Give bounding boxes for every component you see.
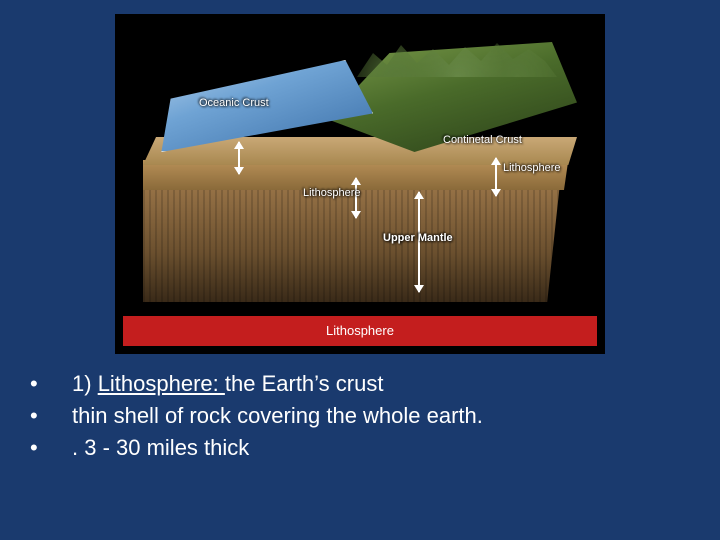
bullet-rest: the Earth’s crust <box>225 371 384 396</box>
label-upper-mantle: Upper Mantle <box>383 232 453 244</box>
lithosphere-diagram: Oceanic Crust Continetal Crust Lithosphe… <box>123 22 597 312</box>
label-oceanic-crust: Oceanic Crust <box>199 97 269 109</box>
list-item: • thin shell of rock covering the whole … <box>30 400 690 432</box>
arrow-lithosphere-right <box>495 158 497 196</box>
upper-mantle-layer <box>143 182 573 302</box>
label-lithosphere-right: Lithosphere <box>503 162 561 174</box>
arrow-oceanic-crust <box>238 142 240 174</box>
bullet-icon: • <box>30 400 72 432</box>
label-lithosphere-left: Lithosphere <box>303 187 361 199</box>
bullet-list: • 1) Lithosphere: the Earth’s crust • th… <box>30 368 690 464</box>
bullet-icon: • <box>30 432 72 464</box>
bullet-rest: thin shell of rock covering the whole ea… <box>72 403 483 428</box>
label-continental-crust: Continetal Crust <box>443 134 522 146</box>
bullet-text: thin shell of rock covering the whole ea… <box>72 400 483 432</box>
bullet-prefix: 1) <box>72 371 98 396</box>
bullet-underlined: Lithosphere: <box>98 371 225 396</box>
diagram-title-bar: Lithosphere <box>123 316 597 346</box>
list-item: • . 3 - 30 miles thick <box>30 432 690 464</box>
earth-block: Oceanic Crust Continetal Crust Lithosphe… <box>143 42 577 302</box>
bullet-icon: • <box>30 368 72 400</box>
bullet-text: 1) Lithosphere: the Earth’s crust <box>72 368 383 400</box>
list-item: • 1) Lithosphere: the Earth’s crust <box>30 368 690 400</box>
bullet-rest: . 3 - 30 miles thick <box>72 435 249 460</box>
diagram-title: Lithosphere <box>326 323 394 338</box>
bullet-text: . 3 - 30 miles thick <box>72 432 249 464</box>
diagram-frame: Oceanic Crust Continetal Crust Lithosphe… <box>115 14 605 354</box>
